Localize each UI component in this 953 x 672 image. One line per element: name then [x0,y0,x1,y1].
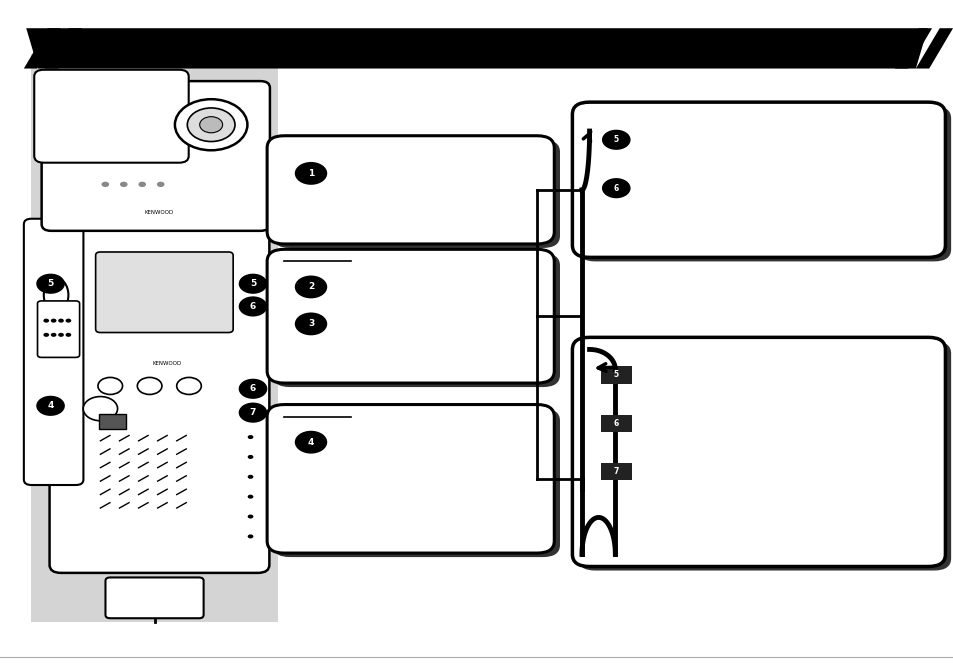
Text: 3: 3 [308,319,314,329]
Text: 5: 5 [48,280,53,288]
Circle shape [51,333,56,337]
FancyBboxPatch shape [24,219,83,485]
Circle shape [248,475,253,479]
FancyBboxPatch shape [99,414,126,429]
Circle shape [58,319,64,323]
Text: 2: 2 [308,282,314,292]
FancyBboxPatch shape [37,301,79,358]
FancyBboxPatch shape [106,577,203,618]
Circle shape [43,333,49,337]
FancyBboxPatch shape [578,341,950,571]
FancyBboxPatch shape [600,415,631,432]
Circle shape [199,117,222,133]
Circle shape [120,181,128,187]
Text: 4: 4 [48,401,53,411]
Circle shape [294,431,327,454]
Circle shape [51,319,56,323]
FancyBboxPatch shape [267,249,554,383]
Circle shape [66,333,71,337]
Circle shape [248,435,253,439]
Circle shape [248,515,253,519]
FancyBboxPatch shape [267,136,554,244]
Circle shape [36,274,65,294]
Polygon shape [915,28,952,69]
Text: 7: 7 [613,467,618,476]
Polygon shape [45,28,82,69]
Text: KENWOOD: KENWOOD [145,210,173,215]
Circle shape [248,415,253,419]
Text: 6: 6 [250,302,255,311]
Circle shape [238,403,267,423]
Circle shape [294,276,327,298]
FancyBboxPatch shape [267,405,554,553]
FancyBboxPatch shape [42,81,270,231]
Circle shape [58,333,64,337]
Text: KENWOOD: KENWOOD [152,361,181,366]
Text: 5: 5 [250,280,255,288]
Circle shape [238,296,267,317]
Circle shape [174,99,247,151]
Polygon shape [24,28,61,69]
Circle shape [101,181,109,187]
Circle shape [294,312,327,335]
Circle shape [294,162,327,185]
FancyBboxPatch shape [95,252,233,333]
Text: 1: 1 [308,169,314,178]
Ellipse shape [176,378,201,394]
Ellipse shape [137,378,162,394]
Polygon shape [27,28,926,69]
FancyBboxPatch shape [273,140,559,248]
Text: 5: 5 [613,135,618,144]
Circle shape [156,181,164,187]
FancyBboxPatch shape [50,216,269,573]
Circle shape [601,178,630,198]
Circle shape [83,396,117,421]
Circle shape [138,181,146,187]
Circle shape [601,130,630,150]
Circle shape [248,495,253,499]
Circle shape [66,319,71,323]
Ellipse shape [98,378,122,394]
Polygon shape [894,28,931,69]
Text: 6: 6 [613,419,618,428]
Text: 6: 6 [613,183,618,193]
FancyBboxPatch shape [572,337,944,566]
FancyBboxPatch shape [34,70,189,163]
FancyBboxPatch shape [600,463,631,480]
Circle shape [238,379,267,399]
Circle shape [187,108,234,142]
FancyBboxPatch shape [273,409,559,557]
FancyBboxPatch shape [578,106,950,261]
Bar [31,54,277,622]
Circle shape [36,396,65,416]
FancyBboxPatch shape [572,102,944,257]
FancyBboxPatch shape [600,366,631,384]
Circle shape [43,319,49,323]
FancyBboxPatch shape [273,253,559,387]
Ellipse shape [44,278,69,312]
Text: 4: 4 [308,437,314,447]
Text: 7: 7 [250,408,256,417]
Circle shape [238,274,267,294]
Circle shape [248,455,253,459]
Text: 6: 6 [250,384,255,393]
Text: 5: 5 [613,370,618,380]
Circle shape [248,534,253,538]
